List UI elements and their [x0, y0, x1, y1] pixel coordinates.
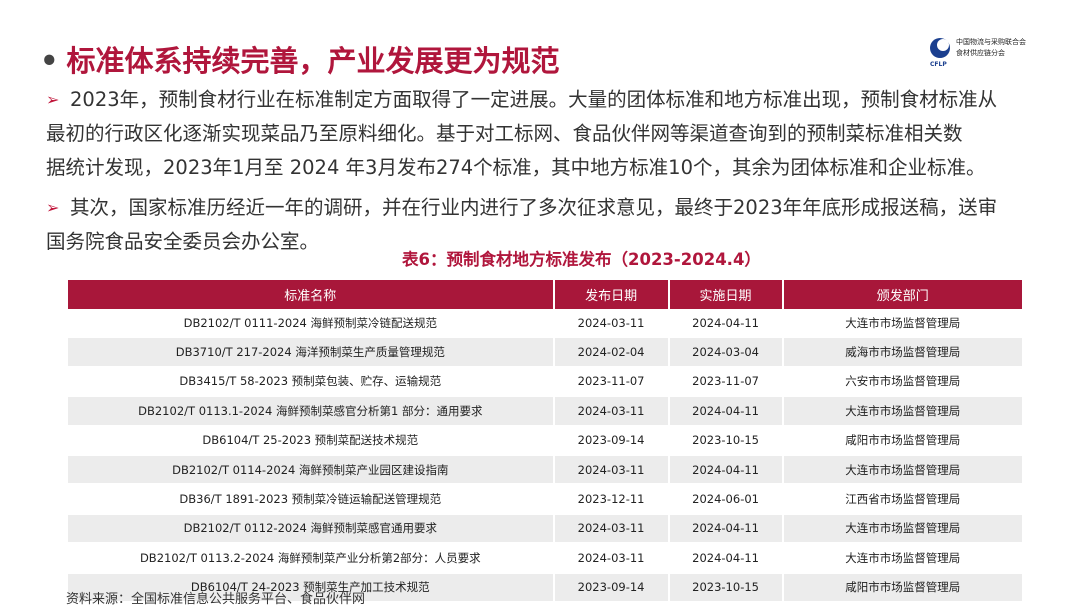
column-header: 标准名称 — [66, 280, 554, 309]
table-row: DB2102/T 0112-2024 海鲜预制菜感官通用要求 2024-03-11… — [66, 513, 1022, 545]
table-cell: 威海市市场监督管理局 — [781, 337, 1022, 368]
table-cell: 2024-02-04 — [552, 337, 669, 368]
table-cell: 咸阳市市场监督管理局 — [781, 572, 1022, 603]
table-cell: 大连市市场监督管理局 — [781, 454, 1022, 486]
table-cell: 2024-04-11 — [667, 309, 783, 339]
table-cell: DB6104/T 25-2023 预制菜配送技术规范 — [66, 425, 554, 456]
table-cell: 2024-03-11 — [552, 309, 669, 339]
table-row: DB2102/T 0113.1-2024 海鲜预制菜感官分析第1 部分：通用要求… — [66, 396, 1022, 427]
column-header: 实施日期 — [667, 280, 783, 309]
paragraph-line: 最初的行政区化逐渐实现菜品乃至原料细化。基于对工标网、食品伙伴网等渠道查询到的预… — [46, 122, 963, 145]
paragraph: ➢ 2023年，预制食材行业在标准制定方面取得了一定进展。大量的团体标准和地方标准… — [46, 83, 997, 185]
table-row: DB36/T 1891-2023 预制菜冷链运输配送管理规范 2023-12-11… — [66, 484, 1022, 515]
table-cell: 2023-10-15 — [667, 425, 783, 456]
paragraph-line: 国务院食品安全委员会办公室。 — [46, 230, 320, 253]
table-cell: DB2102/T 0113.1-2024 海鲜预制菜感官分析第1 部分：通用要求 — [66, 396, 554, 427]
table-cell: 2023-09-14 — [552, 425, 669, 456]
table-cell: 2024-03-11 — [552, 454, 669, 486]
table-cell: 2023-11-07 — [667, 366, 783, 398]
table-cell: 2024-04-11 — [667, 543, 783, 574]
table-cell: 2023-09-14 — [552, 572, 669, 603]
logo-branch: 食材供应链分会 — [956, 48, 1005, 57]
table-row: DB3415/T 58-2023 预制菜包装、贮存、运输规范 2023-11-07… — [66, 366, 1022, 398]
table-cell: 大连市市场监督管理局 — [781, 309, 1022, 339]
paragraph-line: 2023年，预制食材行业在标准制定方面取得了一定进展。大量的团体标准和地方标准出… — [70, 88, 998, 111]
table-row: DB6104/T 25-2023 预制菜配送技术规范 2023-09-14 2023… — [66, 425, 1022, 456]
table-cell: 2023-12-11 — [552, 484, 669, 515]
table-cell: 江西省市场监督管理局 — [781, 484, 1022, 515]
table-cell: 2024-03-11 — [552, 543, 669, 574]
bullet-arrow: ➢ — [46, 198, 60, 217]
table-cell: DB3415/T 58-2023 预制菜包装、贮存、运输规范 — [66, 366, 554, 398]
table-cell: DB3710/T 217-2024 海洋预制菜生产质量管理规范 — [66, 337, 554, 368]
table-cell: 大连市市场监督管理局 — [781, 543, 1022, 574]
title-text: 标准体系持续完善，产业发展更为规范 — [66, 44, 560, 78]
table-row: DB2102/T 0114-2024 海鲜预制菜产业园区建设指南 2024-03-… — [66, 454, 1022, 486]
header-row: 标准名称 发布日期 实施日期 颁发部门 — [66, 280, 1022, 309]
table-row: DB6104/T 24-2023 预制菜生产加工技术规范 2023-09-14 20… — [66, 572, 1022, 603]
table-cell: DB2102/T 0113.2-2024 海鲜预制菜产业分析第2部分：人员要求 — [66, 543, 554, 574]
table-row: DB2102/T 0111-2024 海鲜预制菜冷链配送规范 2024-03-11… — [66, 309, 1022, 339]
logo-abbr: CFLP — [930, 61, 947, 68]
table-cell: DB6104/T 24-2023 预制菜生产加工技术规范 — [66, 572, 554, 603]
table-cell: 2024-04-11 — [667, 396, 783, 427]
table-cell: 2024-03-04 — [667, 337, 783, 368]
table-cell: 2023-10-15 — [667, 572, 783, 603]
table-row: DB2102/T 0113.2-2024 海鲜预制菜产业分析第2部分：人员要求 2… — [66, 543, 1022, 574]
table-cell: 2024-06-01 — [667, 484, 783, 515]
paragraph: ➢ 其次，国家标准历经近一年的调研，并在行业内进行了多次征求意见，最终于2023年… — [46, 191, 997, 259]
bullet-arrow: ➢ — [46, 90, 60, 109]
slide-title: • 标准体系持续完善，产业发展更为规范 — [40, 44, 560, 78]
table-cell: DB2102/T 0112-2024 海鲜预制菜感官通用要求 — [66, 513, 554, 545]
table-cell: DB2102/T 0111-2024 海鲜预制菜冷链配送规范 — [66, 309, 554, 339]
table-row: DB3710/T 217-2024 海洋预制菜生产质量管理规范 2024-02-0… — [66, 337, 1022, 368]
table-cell: 大连市市场监督管理局 — [781, 513, 1022, 545]
column-header: 颁发部门 — [781, 280, 1022, 309]
table-cell: DB36/T 1891-2023 预制菜冷链运输配送管理规范 — [66, 484, 554, 515]
table-cell: 2023-11-07 — [552, 366, 669, 398]
table-cell: 2024-03-11 — [552, 396, 669, 427]
source-note: 资料来源：全国标准信息公共服务平台、食品伙伴网 — [66, 592, 366, 607]
logo: 中国物流与采购联合会 食材供应链分会 CFLP — [930, 37, 1026, 68]
column-header: 发布日期 — [552, 280, 669, 309]
table-cell: DB2102/T 0114-2024 海鲜预制菜产业园区建设指南 — [66, 454, 554, 486]
standards-table: 标准名称 发布日期 实施日期 颁发部门 DB2102/T 0111-2024 海鲜预制菜… — [66, 280, 1022, 603]
table-cell: 2024-03-11 — [552, 513, 669, 545]
table-cell: 2024-04-11 — [667, 513, 783, 545]
logo-org: 中国物流与采购联合会 — [956, 37, 1026, 46]
table-cell: 2024-04-11 — [667, 454, 783, 486]
paragraph-line: 据统计发现，2023年1月至 2024 年3月发布274个标准，其中地方标准10… — [46, 156, 986, 179]
table-cell: 咸阳市市场监督管理局 — [781, 425, 1022, 456]
table-cell: 大连市市场监督管理局 — [781, 396, 1022, 427]
table-title: 表6：预制食材地方标准发布（2023-2024.4） — [402, 250, 761, 269]
paragraph-line: 其次，国家标准历经近一年的调研，并在行业内进行了多次征求意见，最终于2023年年… — [70, 196, 998, 219]
table-cell: 六安市市场监督管理局 — [781, 366, 1022, 398]
